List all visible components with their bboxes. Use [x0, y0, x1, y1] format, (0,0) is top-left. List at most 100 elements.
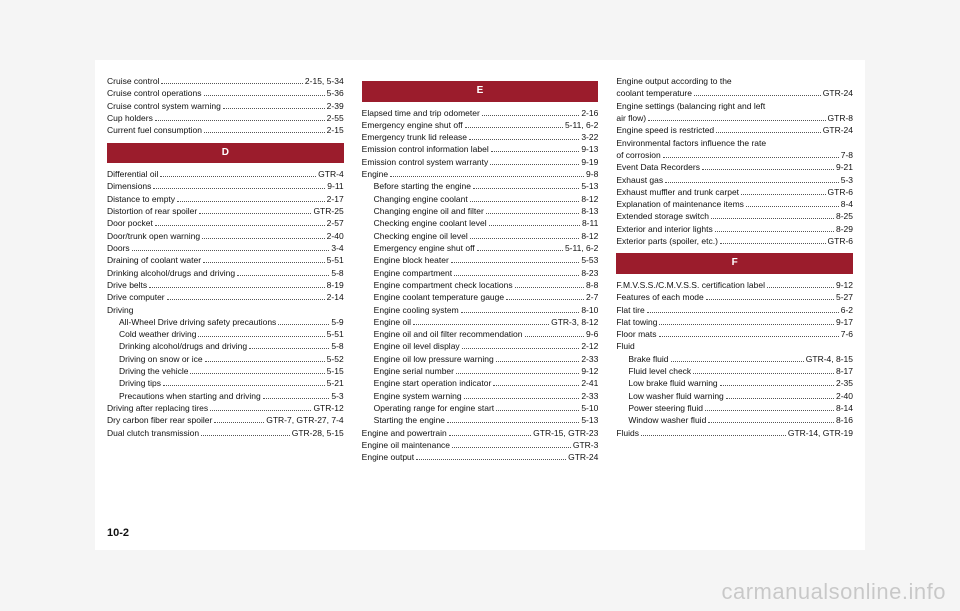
index-entry-page: GTR-4, 8-15	[806, 353, 853, 365]
index-entry: of corrosion7-8	[616, 149, 853, 161]
leader-dots	[237, 271, 329, 276]
index-entry-label: Drive belts	[107, 279, 147, 291]
index-entry: Cruise control2-15, 5-34	[107, 75, 344, 87]
leader-dots	[715, 227, 834, 232]
leader-dots	[456, 369, 579, 374]
index-entry-label: Drinking alcohol/drugs and driving	[107, 267, 235, 279]
index-entry: Engine9-8	[362, 168, 599, 180]
index-entry-label: Engine settings (balancing right and lef…	[616, 100, 765, 112]
index-entry: Current fuel consumption2-15	[107, 124, 344, 136]
index-entry: Engine speed is restrictedGTR-24	[616, 124, 853, 136]
index-entry: Engine oil low pressure warning2-33	[362, 353, 599, 365]
index-entry: Driving after replacing tiresGTR-12	[107, 402, 344, 414]
leader-dots	[451, 258, 580, 263]
index-entry-page: 8-8	[586, 279, 598, 291]
index-entry: Engine coolant temperature gauge2-7	[362, 291, 599, 303]
index-entry: Checking engine oil level8-12	[362, 230, 599, 242]
leader-dots	[452, 443, 571, 448]
index-entry-label: All-Wheel Drive driving safety precautio…	[119, 316, 276, 328]
index-entry-label: Before starting the engine	[374, 180, 471, 192]
index-entry-page: 8-13	[581, 205, 598, 217]
leader-dots	[390, 172, 584, 177]
index-entry: Floor mats7-6	[616, 328, 853, 340]
leader-dots	[449, 431, 531, 436]
index-entry-page: 2-57	[327, 217, 344, 229]
index-entry: Features of each mode5-27	[616, 291, 853, 303]
index-entry-label: Engine system warning	[374, 390, 462, 402]
index-entry-label: Cruise control system warning	[107, 100, 221, 112]
index-entry-page: 9-13	[581, 143, 598, 155]
index-entry-label: Driving the vehicle	[119, 365, 188, 377]
index-entry-label: Engine block heater	[374, 254, 449, 266]
index-entry-label: Low brake fluid warning	[628, 377, 717, 389]
index-entry: Dual clutch transmissionGTR-28, 5-15	[107, 427, 344, 439]
index-entry-label: Emission control system warranty	[362, 156, 489, 168]
index-entry-label: Cruise control	[107, 75, 159, 87]
index-entry: Distance to empty2-17	[107, 193, 344, 205]
index-entry: Door pocket2-57	[107, 217, 344, 229]
leader-dots	[454, 271, 579, 276]
index-entry-page: 8-29	[836, 223, 853, 235]
index-entry-label: Changing engine oil and filter	[374, 205, 484, 217]
index-entry-page: 2-16	[581, 107, 598, 119]
index-entry-page: 7-8	[841, 149, 853, 161]
leader-dots	[716, 128, 821, 133]
index-entry: Engine oil level display2-12	[362, 340, 599, 352]
index-entry: Differential oilGTR-4	[107, 168, 344, 180]
index-entry-page: GTR-3, 8-12	[551, 316, 598, 328]
index-entry-label: Engine oil	[374, 316, 411, 328]
index-entry-label: Exhaust muffler and trunk carpet	[616, 186, 739, 198]
index-entry-page: 2-55	[327, 112, 344, 124]
leader-dots	[708, 418, 834, 423]
index-entry: Engine output according to the	[616, 75, 853, 87]
index-entry: All-Wheel Drive driving safety precautio…	[107, 316, 344, 328]
index-entry-label: Emergency engine shut off	[374, 242, 475, 254]
index-entry-label: Exhaust gas	[616, 174, 663, 186]
index-entry: Draining of coolant water5-51	[107, 254, 344, 266]
leader-dots	[413, 320, 549, 325]
leader-dots	[462, 344, 580, 349]
index-entry-page: 5-27	[836, 291, 853, 303]
index-entry-page: 2-35	[836, 377, 853, 389]
index-entry-label: Changing engine coolant	[374, 193, 468, 205]
index-entry-label: Checking engine coolant level	[374, 217, 487, 229]
index-entry-label: Exterior parts (spoiler, etc.)	[616, 235, 718, 247]
index-entry-page: 2-12	[581, 340, 598, 352]
index-entry-label: Engine oil maintenance	[362, 439, 450, 451]
index-entry-label: Engine	[362, 168, 388, 180]
column-1: Cruise control2-15, 5-34Cruise control o…	[107, 75, 344, 542]
index-entry-label: Exterior and interior lights	[616, 223, 712, 235]
index-entry-page: 5-15	[327, 365, 344, 377]
index-entry-label: Fluid	[616, 340, 634, 352]
index-entry-page: GTR-4	[318, 168, 344, 180]
index-entry-page: 2-17	[327, 193, 344, 205]
index-entry: Emergency engine shut off5-11, 6-2	[362, 242, 599, 254]
index-entry-label: Engine speed is restricted	[616, 124, 714, 136]
index-entry-label: Driving after replacing tires	[107, 402, 208, 414]
index-entry-page: 5-3	[841, 174, 853, 186]
leader-dots	[160, 172, 316, 177]
index-entry-label: Engine cooling system	[374, 304, 459, 316]
index-entry: Operating range for engine start5-10	[362, 402, 599, 414]
index-entry: Engine serial number9-12	[362, 365, 599, 377]
index-entry-label: Draining of coolant water	[107, 254, 201, 266]
index-entry: Drive computer2-14	[107, 291, 344, 303]
index-entry-page: 5-36	[327, 87, 344, 99]
leader-dots	[155, 221, 325, 226]
index-entry-label: Brake fluid	[628, 353, 668, 365]
index-entry-label: Doors	[107, 242, 130, 254]
index-entry: Exhaust gas 5-3	[616, 174, 853, 186]
index-entry: Exterior and interior lights 8-29	[616, 223, 853, 235]
index-entry: Window washer fluid8-16	[616, 414, 853, 426]
index-entry: Precautions when starting and driving5-3	[107, 390, 344, 402]
index-entry-page: 8-12	[581, 193, 598, 205]
leader-dots	[167, 295, 325, 300]
index-entry-label: Fluid level check	[628, 365, 691, 377]
column-3: Engine output according to thecoolant te…	[616, 75, 853, 542]
index-entry-page: 2-40	[327, 230, 344, 242]
leader-dots	[223, 104, 325, 109]
index-entry: Changing engine coolant 8-12	[362, 193, 599, 205]
leader-dots	[470, 234, 580, 239]
leader-dots	[416, 455, 566, 460]
watermark-text: carmanualsonline.info	[721, 579, 946, 605]
